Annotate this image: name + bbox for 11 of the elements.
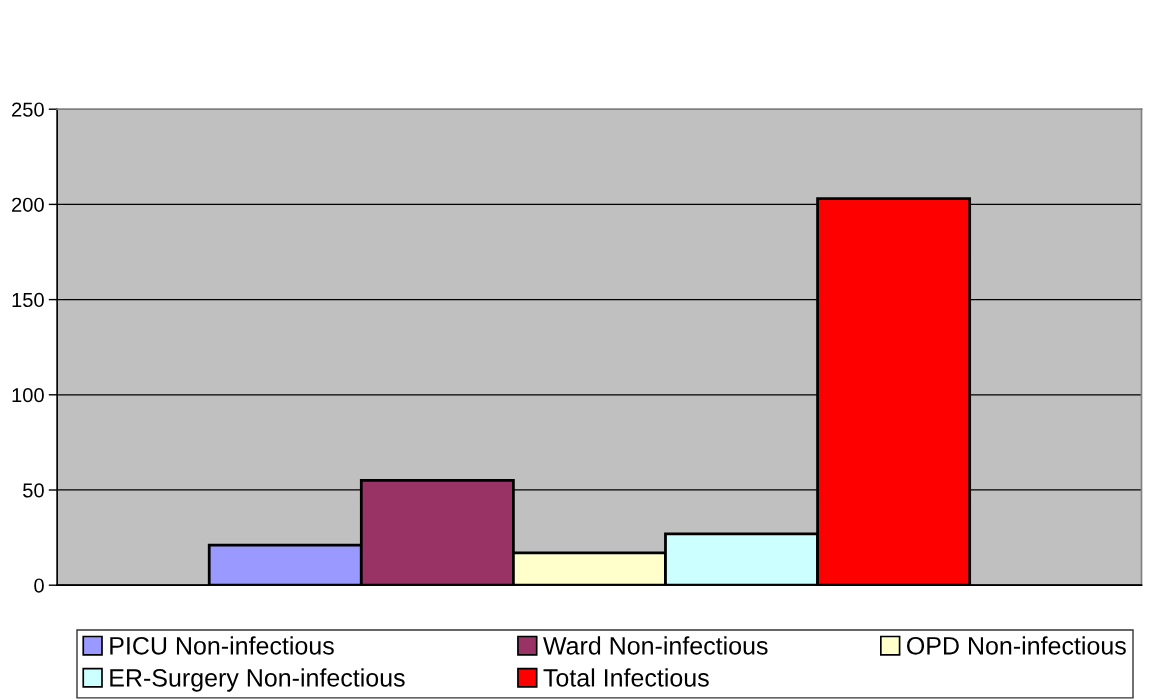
y-tick-label: 50 xyxy=(23,483,44,498)
y-tick-label: 200 xyxy=(12,197,44,212)
y-tick-label: 0 xyxy=(34,578,44,593)
legend-label: ER-Surgery Non-infectious xyxy=(110,668,405,692)
legend-label: PICU Non-infectious xyxy=(110,636,334,655)
y-tick-label: 250 xyxy=(12,102,44,117)
y-tick-label: 150 xyxy=(12,292,44,308)
y-tick-label: 100 xyxy=(12,388,44,403)
legend-label: OPD Non-infectious xyxy=(907,636,1126,655)
legend-label: Total Infectious xyxy=(543,668,709,687)
legend-label: Ward Non-infectious xyxy=(543,636,768,655)
